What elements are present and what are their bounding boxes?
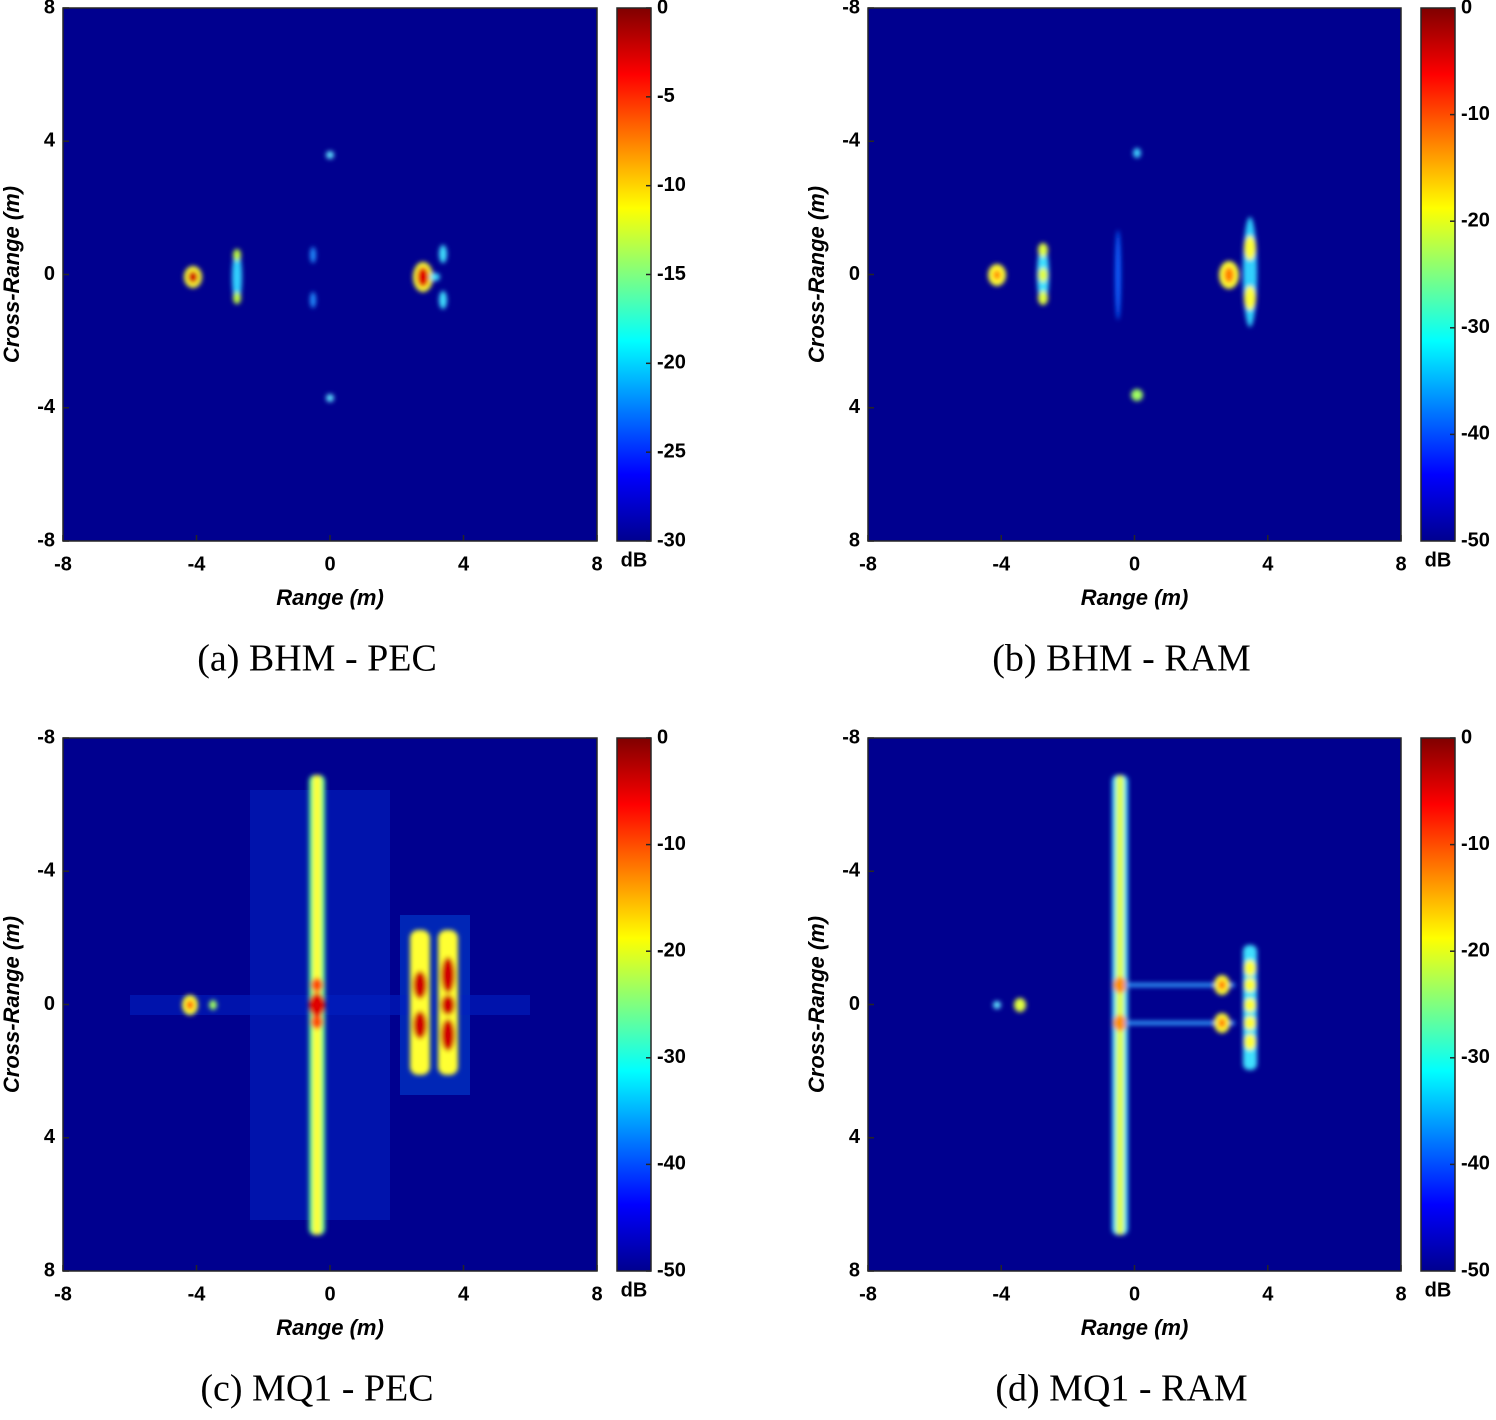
- x-tick-label: 8: [591, 1283, 602, 1305]
- y-tick-label: -8: [842, 0, 860, 18]
- colorbar-tick-label: -50: [657, 1259, 686, 1281]
- x-axis-label: Range (m): [1081, 1315, 1189, 1340]
- y-tick-label: 4: [44, 1126, 56, 1148]
- x-tick-label: -4: [188, 1283, 207, 1305]
- y-axis-label: Cross-Range (m): [804, 916, 829, 1093]
- y-tick-label: -4: [37, 860, 56, 882]
- caption: (a) BHM - PEC: [197, 638, 437, 680]
- y-tick-label: 0: [849, 993, 860, 1015]
- colorbar-tick-label: -30: [1461, 1046, 1490, 1068]
- y-tick-label: 4: [849, 396, 861, 418]
- colorbar-tick-label: -20: [1461, 209, 1490, 231]
- x-tick-label: 0: [1129, 1283, 1140, 1305]
- y-tick-label: 0: [44, 263, 55, 285]
- y-axis-label: Cross-Range (m): [0, 186, 24, 363]
- colorbar-tick-label: -10: [657, 833, 686, 855]
- colorbar-label: dB: [621, 549, 648, 571]
- colorbar-tick-label: 0: [1461, 726, 1472, 748]
- x-tick-label: -4: [992, 1283, 1011, 1305]
- colorbar-tick-label: -50: [1461, 529, 1490, 551]
- caption: (d) MQ1 - RAM: [995, 1368, 1247, 1410]
- colorbar: [1420, 7, 1456, 542]
- colorbar-tick-label: -20: [1461, 939, 1490, 961]
- caption: (b) BHM - RAM: [992, 638, 1251, 680]
- colorbar-tick-label: -10: [1461, 833, 1490, 855]
- y-tick-label: 8: [44, 0, 55, 18]
- y-tick-label: 8: [849, 529, 860, 551]
- image-a: [63, 8, 597, 541]
- y-tick-label: -4: [842, 860, 861, 882]
- x-tick-label: 8: [591, 553, 602, 575]
- y-tick-label: 4: [44, 130, 56, 152]
- y-tick-label: -8: [37, 726, 55, 748]
- colorbar: [616, 737, 652, 1272]
- x-axis-label: Range (m): [276, 585, 384, 610]
- image-c: [63, 738, 597, 1271]
- x-tick-label: -4: [992, 553, 1011, 575]
- colorbar-label: dB: [621, 1279, 648, 1301]
- colorbar-tick-label: -10: [1461, 103, 1490, 125]
- x-tick-label: 4: [458, 553, 470, 575]
- y-axis-label: Cross-Range (m): [0, 916, 24, 1093]
- image-d: [868, 738, 1401, 1271]
- y-tick-label: -8: [842, 726, 860, 748]
- colorbar-tick-label: -40: [1461, 1153, 1490, 1175]
- colorbar-tick-label: -20: [657, 939, 686, 961]
- colorbar-tick-label: -50: [1461, 1259, 1490, 1281]
- colorbar-label: dB: [1425, 549, 1452, 571]
- x-axis-label: Range (m): [276, 1315, 384, 1340]
- colorbar-tick-label: -40: [1461, 423, 1490, 445]
- y-tick-label: -8: [37, 529, 55, 551]
- colorbar-tick-label: -30: [657, 1046, 686, 1068]
- x-tick-label: 8: [1395, 553, 1406, 575]
- x-tick-label: -8: [859, 1283, 877, 1305]
- colorbar-tick-label: -20: [657, 352, 686, 374]
- x-tick-label: 0: [1129, 553, 1140, 575]
- y-tick-label: 0: [849, 263, 860, 285]
- y-tick-label: 8: [849, 1259, 860, 1281]
- colorbar: [616, 7, 652, 542]
- colorbar-tick-label: 0: [657, 0, 668, 18]
- y-tick-label: 4: [849, 1126, 861, 1148]
- x-tick-label: 0: [324, 1283, 335, 1305]
- y-tick-label: -4: [842, 130, 861, 152]
- y-tick-label: 8: [44, 1259, 55, 1281]
- colorbar: [1420, 737, 1456, 1272]
- y-tick-label: 0: [44, 993, 55, 1015]
- x-tick-label: -8: [54, 553, 72, 575]
- colorbar-tick-label: -10: [657, 174, 686, 196]
- colorbar-tick-label: 0: [1461, 0, 1472, 18]
- y-tick-label: -4: [37, 396, 56, 418]
- colorbar-tick-label: -30: [1461, 316, 1490, 338]
- colorbar-label: dB: [1425, 1279, 1452, 1301]
- x-tick-label: -4: [188, 553, 207, 575]
- colorbar-tick-label: -25: [657, 440, 686, 462]
- x-tick-label: -8: [859, 553, 877, 575]
- x-tick-label: 4: [1262, 1283, 1274, 1305]
- colorbar-tick-label: -40: [657, 1153, 686, 1175]
- colorbar-tick-label: 0: [657, 726, 668, 748]
- caption: (c) MQ1 - PEC: [200, 1368, 433, 1410]
- colorbar-tick-label: -30: [657, 529, 686, 551]
- colorbar-tick-label: -15: [657, 263, 686, 285]
- x-tick-label: 8: [1395, 1283, 1406, 1305]
- x-tick-label: 4: [458, 1283, 470, 1305]
- image-b: [868, 8, 1401, 541]
- x-axis-label: Range (m): [1081, 585, 1189, 610]
- y-axis-label: Cross-Range (m): [804, 186, 829, 363]
- x-tick-label: -8: [54, 1283, 72, 1305]
- colorbar-tick-label: -5: [657, 85, 675, 107]
- x-tick-label: 0: [324, 553, 335, 575]
- x-tick-label: 4: [1262, 553, 1274, 575]
